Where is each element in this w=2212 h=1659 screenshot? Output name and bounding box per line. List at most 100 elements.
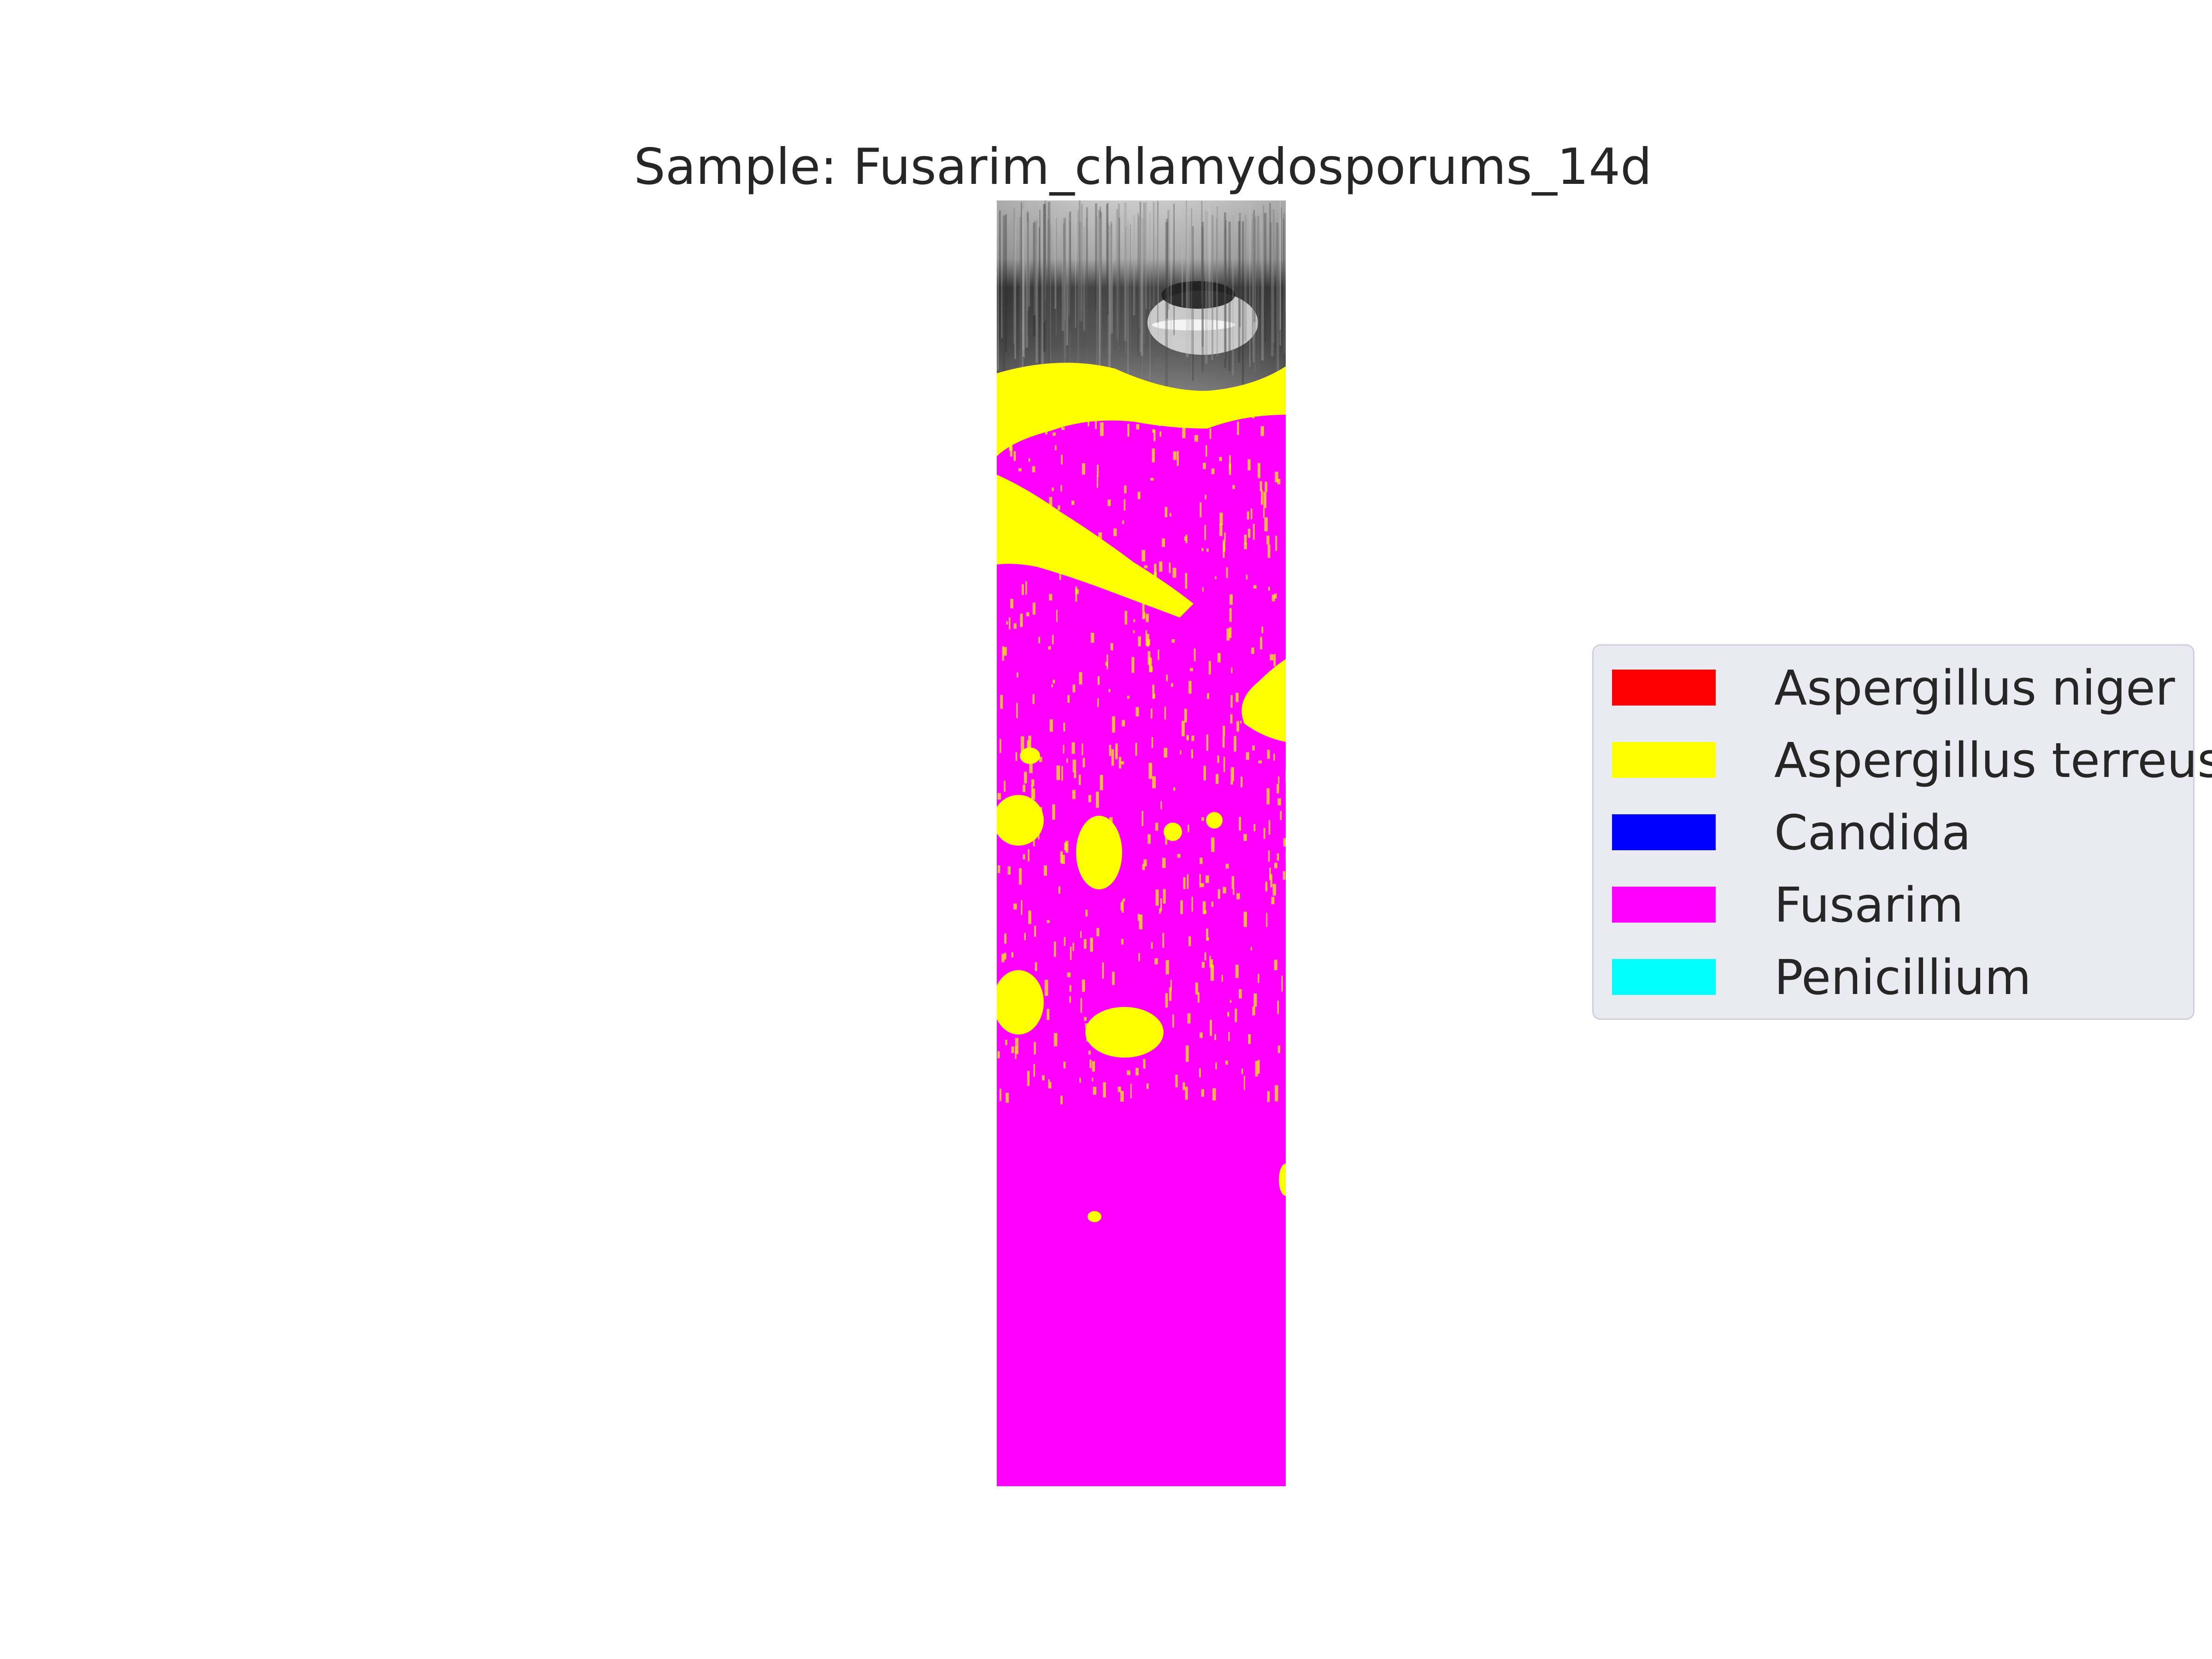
texture-streak: [1225, 220, 1227, 361]
texture-streak: [1075, 217, 1076, 328]
texture-speckle: [1243, 912, 1247, 927]
texture-speckle: [1100, 775, 1103, 790]
texture-speckle: [999, 1088, 1002, 1101]
texture-speckle: [1035, 751, 1039, 758]
texture-speckle: [1200, 502, 1202, 518]
texture-speckle: [1052, 487, 1054, 491]
texture-speckle: [1013, 451, 1016, 461]
texture-speckle: [1038, 637, 1041, 644]
texture-speckle: [1034, 1041, 1036, 1055]
texture-streak: [1077, 210, 1079, 363]
texture-speckle: [1205, 875, 1209, 883]
texture-speckle: [1126, 1070, 1130, 1076]
texture-speckle: [997, 1051, 1000, 1059]
texture-speckle: [1031, 779, 1035, 787]
texture-speckle: [1039, 807, 1042, 814]
texture-speckle: [1144, 565, 1148, 569]
texture-speckle: [1252, 1006, 1255, 1016]
texture-speckle: [1151, 942, 1153, 949]
texture-speckle: [1069, 996, 1071, 1003]
texture-speckle: [1028, 910, 1031, 924]
texture-speckle: [1244, 542, 1247, 549]
texture-speckle: [997, 793, 1001, 800]
texture-speckle: [1162, 933, 1165, 948]
texture-speckle: [1096, 928, 1100, 936]
texture-speckle: [1029, 761, 1033, 773]
texture-speckle: [1026, 612, 1030, 617]
texture-speckle: [1079, 672, 1082, 685]
texture-speckle: [1219, 457, 1222, 461]
texture-speckle: [1185, 573, 1188, 589]
texture-streak: [1035, 220, 1038, 393]
texture-speckle: [1133, 619, 1135, 623]
texture-speckle: [1173, 451, 1177, 460]
texture-speckle: [1085, 909, 1088, 917]
texture-speckle: [1018, 546, 1022, 558]
texture-speckle: [1194, 435, 1198, 442]
texture-speckle: [1282, 871, 1286, 880]
texture-speckle: [1067, 972, 1071, 977]
texture-speckle: [1216, 774, 1219, 784]
texture-speckle: [1089, 1059, 1092, 1068]
texture-speckle: [1069, 985, 1071, 992]
texture-speckle: [1266, 788, 1270, 805]
texture-speckle: [1281, 976, 1283, 992]
texture-speckle: [1138, 636, 1141, 647]
texture-streak: [1149, 212, 1151, 379]
texture-speckle: [1006, 1093, 1009, 1103]
texture-speckle: [1230, 1000, 1232, 1003]
texture-speckle: [1112, 971, 1115, 985]
texture-speckle: [1260, 636, 1263, 650]
texture-streak: [1118, 203, 1120, 349]
texture-speckle: [1136, 1010, 1139, 1014]
texture-speckle: [1143, 1059, 1146, 1069]
texture-speckle: [1079, 534, 1083, 545]
texture-streak: [1068, 213, 1070, 317]
texture-speckle: [1158, 649, 1159, 660]
texture-speckle: [1056, 765, 1060, 780]
texture-speckle: [1060, 851, 1063, 863]
texture-speckle: [1285, 851, 1286, 861]
texture-speckle: [1072, 684, 1076, 693]
texture-speckle: [1071, 500, 1075, 505]
texture-speckle: [1263, 828, 1265, 839]
texture-streak: [1124, 202, 1127, 341]
texture-speckle: [1090, 937, 1093, 952]
texture-speckle: [1004, 953, 1006, 960]
texture-speckle: [1086, 1032, 1089, 1042]
texture-speckle: [1097, 676, 1100, 685]
texture-speckle: [1279, 707, 1283, 711]
texture-streak: [1106, 204, 1108, 318]
texture-speckle: [997, 529, 999, 543]
texture-streak: [1201, 227, 1204, 347]
texture-speckle: [1246, 411, 1250, 417]
texture-speckle: [1188, 936, 1191, 947]
texture-speckle: [1061, 766, 1063, 781]
texture-speckle: [1082, 758, 1085, 768]
texture-speckle: [1000, 694, 1003, 709]
texture-speckle: [1277, 798, 1281, 806]
texture-speckle: [1032, 602, 1036, 615]
texture-speckle: [1021, 584, 1024, 595]
texture-streak: [1028, 213, 1030, 307]
texture-speckle: [1052, 804, 1055, 820]
texture-speckle: [1229, 627, 1232, 638]
texture-speckle: [1018, 829, 1022, 845]
texture-speckle: [1145, 630, 1147, 646]
texture-streak: [1269, 203, 1271, 302]
texture-speckle: [1103, 1082, 1106, 1098]
texture-speckle: [1047, 920, 1050, 923]
texture-speckle: [1275, 535, 1277, 551]
texture-speckle: [1260, 426, 1264, 436]
texture-speckle: [1191, 735, 1194, 741]
texture-streak: [1201, 200, 1203, 303]
texture-speckle: [1182, 427, 1186, 439]
texture-speckle: [1268, 586, 1270, 591]
texture-streak: [1173, 204, 1175, 335]
texture-speckle: [1023, 854, 1025, 859]
texture-speckle: [1255, 1061, 1258, 1077]
texture-speckle: [1153, 1018, 1157, 1032]
texture-speckle: [1237, 421, 1239, 435]
texture-speckle: [1006, 993, 1007, 1009]
